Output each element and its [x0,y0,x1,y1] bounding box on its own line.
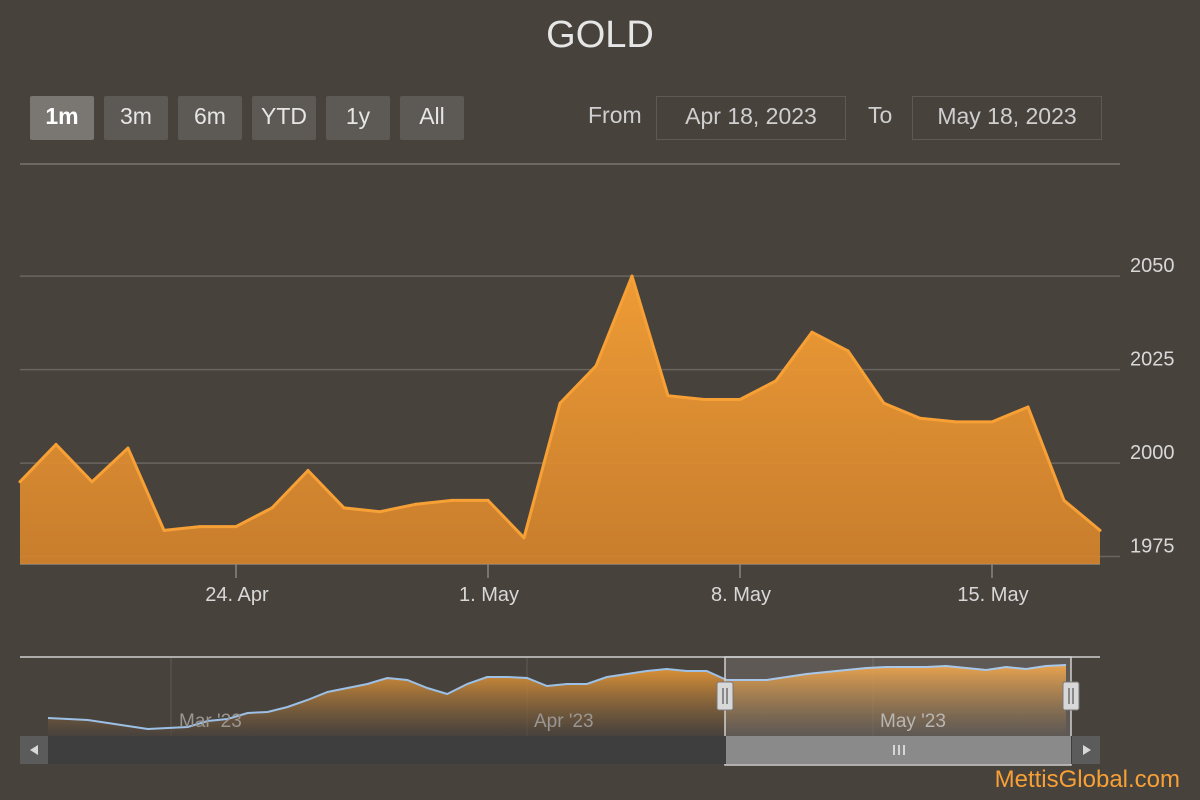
data-point-2023-05-06 [666,394,670,398]
data-point-2023-05-03 [558,401,562,405]
y-tick-label-2050: 2050 [1130,255,1175,277]
navigator-area [48,665,1066,736]
data-point-2023-05-08 [738,398,742,401]
series-area [20,276,1100,564]
data-point-2023-05-05 [630,274,634,278]
brand-watermark[interactable]: MettisGlobal.com [994,766,1180,793]
range-button-3m[interactable]: 3m [104,96,168,140]
range-button-1y[interactable]: 1y [326,96,390,140]
data-point-2023-05-15 [990,420,994,424]
data-point-2023-04-27 [342,506,346,510]
navigator-label-may: May '23 [880,711,946,732]
x-tick-label-2023-05-15: 15. May [957,584,1028,606]
data-point-2023-05-12 [882,401,886,405]
data-point-2023-04-18 [18,480,22,484]
main-chart: 24. Apr 1. May 8. May 15. May 1975 2000 2025 2… [18,163,1175,606]
data-point-2023-05-18 [1098,528,1102,532]
data-point-2023-04-20 [90,480,94,484]
navigator-left-handle[interactable] [716,681,734,711]
data-point-2023-04-22 [162,528,166,532]
data-point-2023-04-21 [126,446,130,450]
x-tick-label-2023-05-01: 1. May [459,584,519,606]
y-tick-label-2000: 2000 [1130,442,1175,464]
from-date-input[interactable]: Apr 18, 2023 [656,96,846,140]
x-tick-label-2023-05-08: 8. May [711,584,771,606]
x-tick-label-2023-04-24: 24. Apr [205,584,269,606]
data-point-2023-05-01 [486,498,490,502]
y-tick-label-1975: 1975 [1130,536,1175,558]
data-point-2023-05-14 [954,420,958,424]
data-point-2023-05-09 [774,379,778,383]
navigator-label-mar: Mar '23 [179,711,242,732]
to-label: To [868,102,893,128]
scroll-left-arrow-icon [30,745,38,755]
range-button-ytd[interactable]: YTD [252,96,316,140]
y-tick-label-2025: 2025 [1130,349,1175,371]
range-button-1m[interactable]: 1m [30,96,94,140]
to-date-input[interactable]: May 18, 2023 [912,96,1102,140]
range-button-all[interactable]: All [400,96,464,140]
data-point-2023-04-26 [306,469,310,472]
data-point-2023-05-13 [918,416,922,420]
data-point-2023-05-17 [1062,498,1066,502]
data-point-2023-04-19 [54,442,58,446]
data-point-2023-04-29 [414,502,418,506]
data-point-2023-05-16 [1026,405,1030,409]
data-point-2023-04-28 [378,510,382,514]
data-point-2023-05-11 [846,349,850,353]
navigator[interactable]: Mar '23 Apr '23 May '23 [0,650,1200,770]
data-point-2023-04-30 [450,498,454,502]
data-point-2023-04-25 [270,506,274,510]
scroll-right-arrow-icon [1083,745,1091,755]
chart-title: GOLD [546,14,654,56]
data-point-2023-05-07 [702,398,706,401]
data-point-2023-05-04 [594,364,598,368]
navigator-right-handle[interactable] [1062,681,1080,711]
data-point-2023-04-23 [198,525,202,529]
data-point-2023-05-10 [810,330,814,334]
from-label: From [588,102,642,128]
navigator-line [47,664,1067,731]
navigator-label-apr: Apr '23 [534,711,594,732]
range-button-6m[interactable]: 6m [178,96,242,140]
scrollbar-grip-icon [893,745,905,755]
data-point-2023-04-24 [234,525,238,529]
data-point-2023-05-02 [522,536,526,540]
